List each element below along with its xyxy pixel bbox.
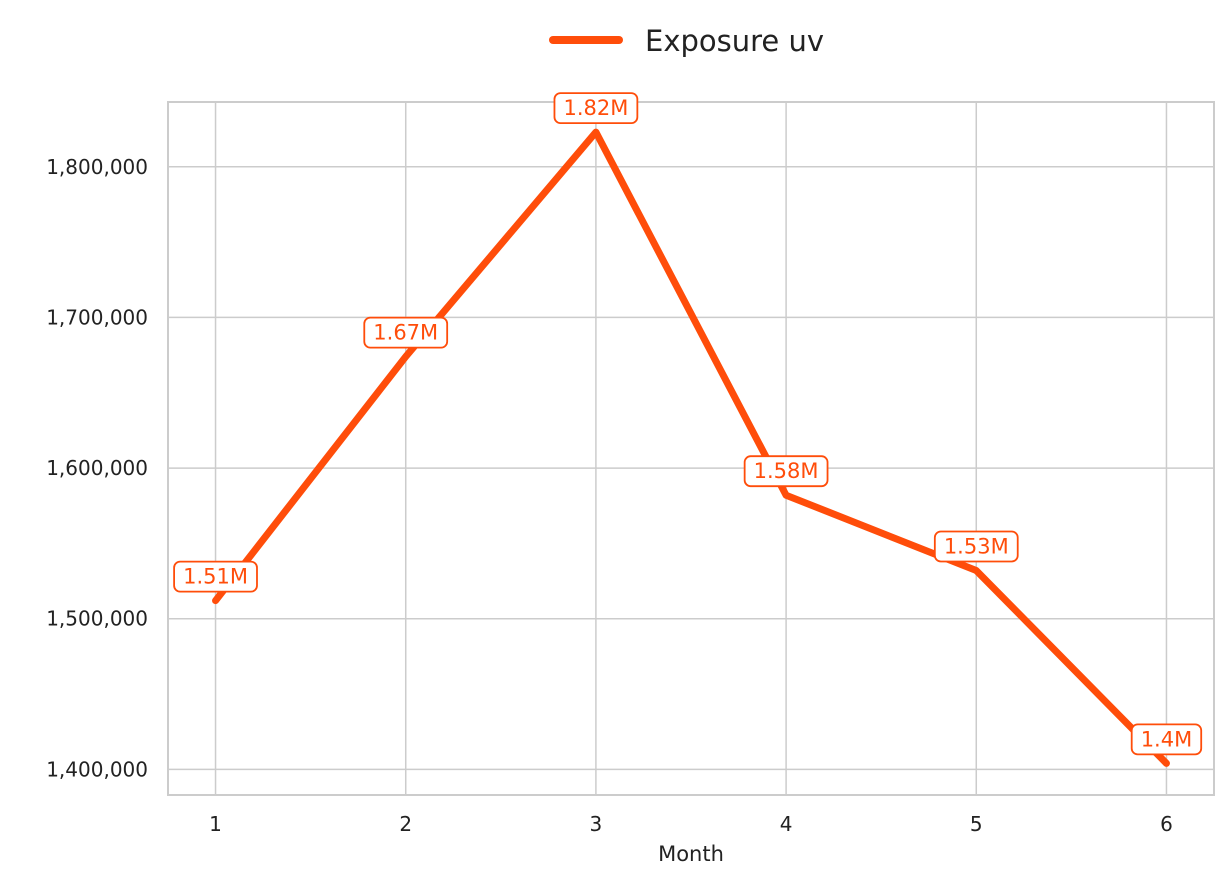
data-label-box	[743, 455, 829, 488]
x-tick-label: 1	[209, 812, 222, 836]
x-tick-label: 3	[590, 812, 603, 836]
data-label-text: 1.53M	[944, 535, 1009, 559]
data-label: 1.53M	[933, 530, 1019, 563]
data-label: 1.58M	[743, 455, 829, 488]
x-tick-label: 4	[780, 812, 793, 836]
data-label-text: 1.4M	[1141, 727, 1193, 751]
data-label-box	[1130, 723, 1203, 756]
y-tick-label: 1,800,000	[46, 155, 148, 179]
x-tick-label: 2	[399, 812, 412, 836]
data-label-text: 1.58M	[754, 459, 819, 483]
series	[212, 128, 1170, 767]
y-axis: 1,400,000 1,500,000 1,600,000 1,700,000 1,80…	[46, 155, 148, 782]
x-axis-title: Month	[658, 842, 724, 866]
data-label-box	[933, 530, 1019, 563]
y-tick-label: 1,600,000	[46, 456, 148, 480]
data-label-box	[553, 92, 639, 125]
data-label-box	[173, 560, 258, 593]
data-label: 1.67M	[363, 316, 449, 349]
series-line	[212, 128, 1170, 767]
y-tick-label: 1,400,000	[46, 757, 148, 781]
x-tick-label: 5	[970, 812, 983, 836]
data-label: 1.4M	[1130, 723, 1203, 756]
y-tick-label: 1,700,000	[46, 305, 148, 329]
data-label-text: 1.82M	[563, 96, 628, 120]
legend-label: Exposure uv	[645, 24, 824, 58]
data-label: 1.82M	[553, 92, 639, 125]
data-label-box	[363, 316, 449, 349]
plot-frame	[167, 101, 1215, 796]
x-tick-label: 6	[1160, 812, 1173, 836]
x-axis: 1 2 3 4 5 6	[209, 812, 1173, 836]
data-label-text: 1.67M	[373, 321, 438, 345]
grid	[168, 102, 1214, 795]
data-label-text: 1.51M	[183, 565, 248, 589]
data-label: 1.51M	[173, 560, 258, 593]
legend: Exposure uv	[549, 24, 824, 58]
data-labels: 1.51M 1.67M 1.82M 1.58M 1.53M 1.4M	[173, 92, 1203, 756]
y-tick-label: 1,500,000	[46, 607, 148, 631]
